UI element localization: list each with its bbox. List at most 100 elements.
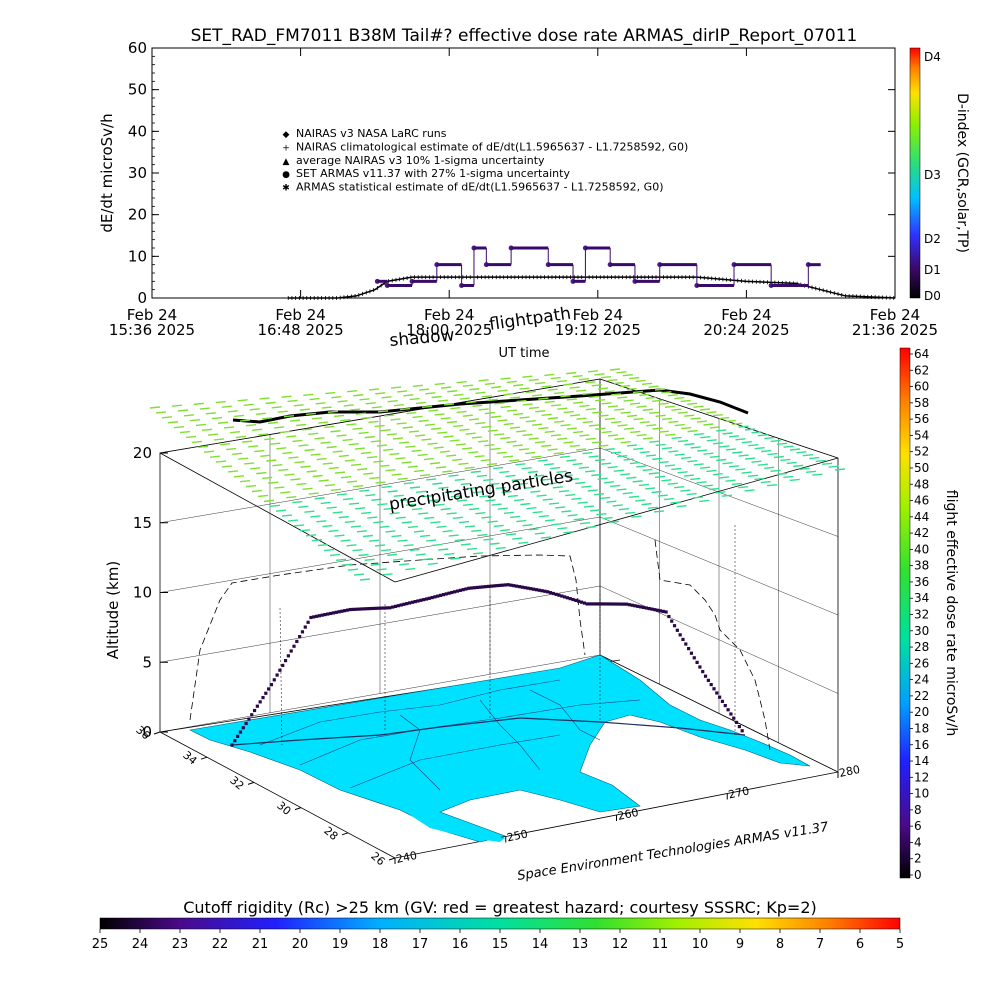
flight-point xyxy=(331,611,336,615)
particle-arrow xyxy=(478,408,489,411)
dose-tick-label: 28 xyxy=(914,640,929,654)
particle-arrow xyxy=(475,512,486,515)
particle-arrow xyxy=(393,558,404,561)
lat-tick xyxy=(200,756,208,760)
particle-arrow xyxy=(473,490,484,494)
particle-arrow xyxy=(607,405,619,408)
y-tick-label: 10 xyxy=(128,247,147,265)
flight-point xyxy=(312,615,316,619)
particle-arrow xyxy=(585,437,596,441)
particle-arrow xyxy=(511,478,522,482)
particle-arrow xyxy=(686,492,697,496)
particle-arrow xyxy=(446,454,457,457)
particle-arrow xyxy=(606,500,617,503)
particle-arrow xyxy=(629,402,641,405)
particle-arrow xyxy=(266,459,277,462)
particle-arrow xyxy=(484,411,495,415)
particle-arrow xyxy=(638,483,650,487)
rc-tick-label: 22 xyxy=(212,937,229,952)
d-index-colorbar-label: D-index (GCR,solar,TP) xyxy=(954,93,970,253)
flight-point xyxy=(540,589,544,593)
flight-point xyxy=(475,585,479,590)
lat-tick xyxy=(153,731,161,735)
flight-point xyxy=(382,606,386,610)
flight-point xyxy=(292,644,296,648)
particle-arrow xyxy=(383,448,394,452)
particle-arrow xyxy=(385,530,396,533)
particle-arrow xyxy=(538,427,549,430)
dose-tick-label: 46 xyxy=(914,494,929,508)
particle-arrow xyxy=(592,411,603,414)
particle-arrow xyxy=(437,399,448,402)
flight-point xyxy=(419,598,423,602)
flight-point xyxy=(298,635,302,639)
particle-arrow xyxy=(340,419,351,422)
particle-arrow xyxy=(594,458,606,462)
flight-point xyxy=(247,717,251,721)
particle-arrow xyxy=(350,525,361,528)
particle-arrow xyxy=(553,451,564,455)
particle-arrow xyxy=(309,397,320,401)
particle-arrow xyxy=(604,448,615,451)
flight-point xyxy=(436,594,440,598)
particle-arrow xyxy=(556,470,567,473)
x-tick-date: Feb 24 xyxy=(127,306,177,324)
particle-arrow xyxy=(459,428,470,431)
particle-arrow xyxy=(531,455,542,459)
particle-arrow xyxy=(207,433,219,436)
particle-arrow xyxy=(281,514,293,517)
particle-arrow xyxy=(510,515,521,519)
particle-arrow xyxy=(173,425,185,429)
dose-tick-label: 64 xyxy=(914,347,929,361)
dose-tick-label: 0 xyxy=(914,868,922,882)
particle-arrow xyxy=(469,507,480,511)
flight-point xyxy=(413,600,417,604)
particle-arrow xyxy=(327,410,338,413)
particle-arrow xyxy=(595,398,606,402)
flight-point xyxy=(531,587,536,591)
particle-arrow xyxy=(320,501,331,505)
particle-arrow xyxy=(777,442,788,445)
particle-arrow xyxy=(767,452,778,456)
particle-arrow xyxy=(387,553,398,557)
particle-arrow xyxy=(239,419,251,422)
flight-point xyxy=(230,743,234,747)
particle-arrow xyxy=(522,403,533,406)
particle-arrow xyxy=(183,414,195,417)
particle-arrow xyxy=(322,524,333,528)
particle-arrow xyxy=(483,538,494,541)
particle-arrow xyxy=(252,428,263,431)
particle-arrow xyxy=(699,408,711,411)
particle-arrow xyxy=(352,548,363,552)
particle-arrow xyxy=(702,484,713,487)
dose-tick-label: 30 xyxy=(914,624,929,638)
particle-arrow xyxy=(607,434,619,437)
particle-arrow xyxy=(495,486,506,490)
particle-arrow xyxy=(314,437,325,440)
legend-symbol: + xyxy=(282,143,290,153)
flight-point xyxy=(278,668,282,672)
flight-point xyxy=(577,599,581,603)
particle-arrow xyxy=(205,412,216,415)
particle-arrow xyxy=(217,421,229,424)
particle-arrow xyxy=(579,521,591,525)
particle-arrow xyxy=(242,440,253,443)
particle-arrow xyxy=(438,548,449,551)
particle-arrow xyxy=(356,530,367,533)
particle-arrow xyxy=(344,520,355,524)
particle-arrow xyxy=(432,543,443,547)
flight-point xyxy=(543,589,547,593)
particle-arrow xyxy=(535,410,546,413)
particle-arrow xyxy=(560,395,571,398)
lon-tick-label: 240 xyxy=(395,849,418,866)
particle-arrow xyxy=(696,420,708,423)
flight-point xyxy=(314,614,319,618)
rc-tick-label: 17 xyxy=(412,937,429,952)
particle-arrow xyxy=(331,395,342,399)
particle-arrow xyxy=(336,493,348,496)
flight-point xyxy=(269,683,274,687)
particle-arrow xyxy=(506,440,517,444)
particle-arrow xyxy=(658,402,669,406)
particle-arrow xyxy=(450,407,461,410)
particle-arrow xyxy=(491,503,502,506)
